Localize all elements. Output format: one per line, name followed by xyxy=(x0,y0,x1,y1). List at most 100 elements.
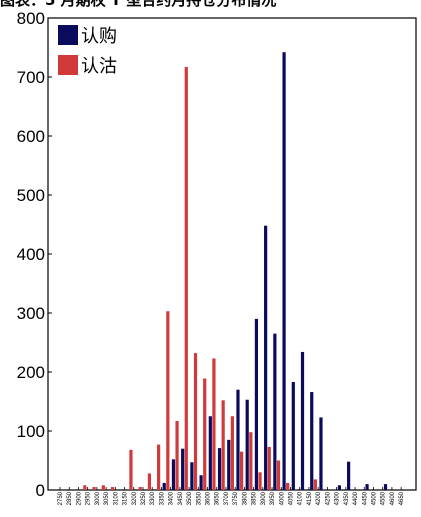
x-tick-label: 4050 xyxy=(289,491,295,505)
bar-put-3000 xyxy=(92,487,96,490)
x-tick-label: 4250 xyxy=(325,491,331,505)
x-tick-label: 3550 xyxy=(196,491,202,505)
x-tick-label: 4300 xyxy=(335,491,341,505)
bar-put-3500 xyxy=(184,66,188,490)
y-tick-label: 700 xyxy=(17,68,45,87)
bar-put-3300 xyxy=(147,473,151,490)
y-tick-label: 400 xyxy=(17,245,45,264)
y-tick-label: 800 xyxy=(17,9,45,28)
x-tick-label: 3500 xyxy=(187,491,193,505)
x-tick-label: 4000 xyxy=(279,491,285,505)
x-tick-label: 4350 xyxy=(344,491,350,505)
x-tick-label: 2950 xyxy=(86,491,92,505)
x-tick-label: 2750 xyxy=(58,491,64,505)
x-tick-label: 3150 xyxy=(123,491,129,505)
bar-call-4050 xyxy=(291,382,295,490)
x-tick-label: 4400 xyxy=(353,491,359,505)
bar-call-4150 xyxy=(310,392,314,490)
y-tick-label: 100 xyxy=(17,422,45,441)
bar-put-3800 xyxy=(240,451,244,490)
bar-put-3900 xyxy=(258,472,262,490)
x-tick-label: 3350 xyxy=(159,491,165,505)
x-tick-label: 3700 xyxy=(224,491,230,505)
bar-put-3950 xyxy=(267,446,271,490)
x-tick-label: 3750 xyxy=(233,491,239,505)
bar-put-4050 xyxy=(286,482,290,490)
bar-put-3400 xyxy=(166,311,170,490)
bar-call-3350 xyxy=(162,482,166,490)
y-tick-label: 300 xyxy=(17,304,45,323)
bar-put-4000 xyxy=(276,460,281,490)
bar-put-3750 xyxy=(230,416,234,490)
x-tick-label: 2850 xyxy=(67,491,73,505)
x-tick-label: 3800 xyxy=(242,491,248,505)
x-tick-label: 3450 xyxy=(178,491,184,505)
bar-call-3600 xyxy=(208,416,212,490)
chart-title: 图表：5 月期权 T 型合约月持仓分布情况 xyxy=(0,0,276,9)
bar-put-3250 xyxy=(138,487,142,490)
x-tick-label: 4150 xyxy=(307,491,313,505)
bar-call-4000 xyxy=(282,52,286,490)
x-tick-label: 3100 xyxy=(113,491,119,505)
x-tick-label: 4500 xyxy=(371,491,377,505)
bar-call-3950 xyxy=(273,333,277,490)
x-tick-label: 4100 xyxy=(298,491,304,505)
x-tick-label: 3650 xyxy=(215,491,221,505)
bars-group xyxy=(83,52,388,490)
bar-call-4350 xyxy=(347,461,351,490)
bar-put-3200 xyxy=(129,449,133,490)
x-tick-label: 3950 xyxy=(270,491,276,505)
bar-put-3650 xyxy=(212,358,216,490)
x-tick-label: 4200 xyxy=(316,491,322,505)
bar-call-3550 xyxy=(199,475,203,490)
x-tick-label: 3900 xyxy=(261,491,267,505)
x-tick-label: 3050 xyxy=(104,491,110,505)
legend-label-put: 认沽 xyxy=(81,56,117,77)
bar-call-3900 xyxy=(264,225,268,490)
bar-call-3450 xyxy=(181,448,185,490)
legend: 认购 认沽 xyxy=(58,25,117,77)
y-tick-label: 600 xyxy=(17,127,45,146)
bar-put-3600 xyxy=(203,378,207,490)
bar-call-3650 xyxy=(217,448,222,490)
x-tick-label: 3300 xyxy=(150,491,156,505)
legend-swatch-put xyxy=(58,55,78,75)
bar-call-3700 xyxy=(227,439,231,490)
bar-put-3700 xyxy=(221,400,225,490)
x-tick-label: 3600 xyxy=(206,491,212,505)
bar-call-4200 xyxy=(319,417,323,490)
legend-label-call: 认购 xyxy=(81,26,117,47)
bar-put-3350 xyxy=(157,444,161,490)
bar-put-4200 xyxy=(313,479,317,490)
x-tick-label: 3400 xyxy=(169,491,175,505)
bar-put-3550 xyxy=(193,353,198,490)
x-tick-label: 3850 xyxy=(252,491,258,505)
y-tick-label: 200 xyxy=(17,363,45,382)
x-tick-label: 4450 xyxy=(362,491,368,505)
bar-call-4300 xyxy=(337,485,341,490)
y-tick-label: 0 xyxy=(36,481,45,500)
bar-put-3050 xyxy=(101,485,105,490)
legend-swatch-call xyxy=(58,25,78,45)
x-tick-label: 4550 xyxy=(381,491,387,505)
bar-call-4550 xyxy=(383,484,388,490)
y-axis: 0 100 200 300 400 500 600 700 800 xyxy=(17,9,52,500)
bar-call-3850 xyxy=(254,318,259,490)
bar-put-2950 xyxy=(83,485,87,490)
bar-call-3400 xyxy=(171,459,176,490)
x-tick-label: 2900 xyxy=(76,491,82,505)
bar-call-3500 xyxy=(190,462,194,490)
bar-call-4450 xyxy=(365,484,369,490)
bar-put-3450 xyxy=(175,420,179,490)
x-axis: 2750 2850 2900 2950 3000 3050 3100 3150 3200 3250… xyxy=(58,487,405,505)
bar-put-3100 xyxy=(110,487,115,490)
x-tick-label: 3000 xyxy=(95,491,101,505)
x-tick-label: 4600 xyxy=(390,491,396,505)
bar-put-3850 xyxy=(249,432,253,490)
plot-area xyxy=(47,17,417,491)
x-tick-label: 4650 xyxy=(399,491,405,505)
bar-call-4100 xyxy=(300,351,305,490)
y-tick-label: 500 xyxy=(17,186,45,205)
x-tick-label: 3200 xyxy=(132,491,138,505)
